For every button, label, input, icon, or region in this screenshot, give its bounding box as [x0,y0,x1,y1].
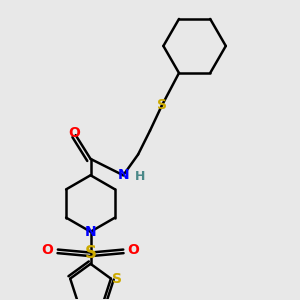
Text: S: S [112,272,122,286]
Text: N: N [85,225,96,239]
Text: N: N [117,168,129,182]
Text: S: S [85,244,97,262]
Text: S: S [157,98,167,112]
Text: H: H [134,170,145,183]
Text: O: O [41,243,53,256]
Text: O: O [128,243,140,256]
Text: O: O [68,126,80,140]
